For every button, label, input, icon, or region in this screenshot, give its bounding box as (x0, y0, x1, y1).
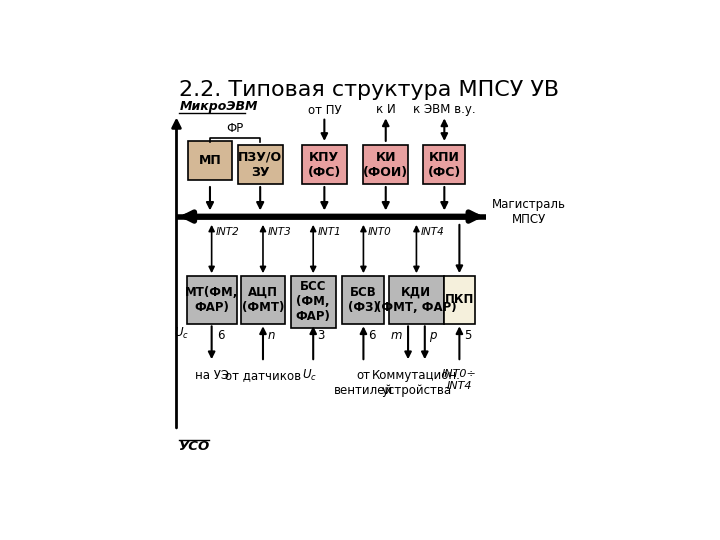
Text: МикроЭВМ: МикроЭВМ (179, 99, 258, 113)
Text: Магистраль
МПСУ: Магистраль МПСУ (492, 198, 566, 226)
Text: Коммутацион.
устройства: Коммутацион. устройства (372, 369, 461, 397)
Text: от датчиков: от датчиков (225, 369, 301, 382)
Text: БСВ
(ФЗ): БСВ (ФЗ) (348, 286, 379, 314)
Text: на УЭ: на УЭ (194, 369, 229, 382)
Text: МП: МП (199, 154, 221, 167)
FancyBboxPatch shape (238, 145, 282, 184)
Text: $U_c$: $U_c$ (174, 326, 189, 341)
FancyBboxPatch shape (343, 276, 384, 323)
Text: от ПУ: от ПУ (307, 104, 341, 117)
Text: БСС
(ФМ,
ФАР): БСС (ФМ, ФАР) (296, 280, 330, 323)
Text: 6: 6 (217, 328, 224, 342)
Text: ПКП: ПКП (445, 293, 474, 306)
Text: КИ
(ФОИ): КИ (ФОИ) (363, 151, 408, 179)
Text: INT0: INT0 (368, 227, 392, 238)
Text: ПЗУ/О
ЗУ: ПЗУ/О ЗУ (238, 151, 282, 179)
Text: n: n (267, 328, 275, 342)
Text: INT3: INT3 (267, 227, 291, 238)
FancyBboxPatch shape (188, 141, 233, 180)
Text: INT4: INT4 (421, 227, 445, 238)
FancyBboxPatch shape (186, 276, 237, 323)
Text: к И: к И (376, 103, 395, 116)
Text: АЦП
(ФМТ): АЦП (ФМТ) (242, 286, 284, 314)
FancyBboxPatch shape (240, 276, 285, 323)
FancyBboxPatch shape (389, 276, 444, 323)
Text: p: p (429, 329, 437, 342)
Text: КПУ
(ФС): КПУ (ФС) (307, 151, 341, 179)
Text: МТ(ФМ,
ФАР): МТ(ФМ, ФАР) (185, 286, 238, 314)
Text: ФР: ФР (227, 122, 243, 134)
Text: от
вентилей: от вентилей (334, 369, 393, 397)
Text: INT2: INT2 (216, 227, 240, 238)
Text: m: m (391, 329, 402, 342)
Text: 2.2. Типовая структура МПСУ УВ: 2.2. Типовая структура МПСУ УВ (179, 80, 559, 100)
FancyBboxPatch shape (291, 276, 336, 328)
FancyBboxPatch shape (364, 145, 408, 184)
FancyBboxPatch shape (302, 145, 347, 184)
Text: 3: 3 (318, 328, 325, 342)
Text: к ЭВМ в.у.: к ЭВМ в.у. (413, 103, 476, 116)
FancyBboxPatch shape (444, 276, 474, 323)
FancyBboxPatch shape (423, 145, 465, 184)
Text: КДИ
(ФМТ, ФАР): КДИ (ФМТ, ФАР) (376, 286, 456, 314)
Text: УСО: УСО (179, 440, 210, 453)
Text: КПИ
(ФС): КПИ (ФС) (428, 151, 461, 179)
Text: $U_c$: $U_c$ (302, 368, 317, 383)
Text: 6: 6 (368, 328, 375, 342)
Text: INT1: INT1 (318, 227, 341, 238)
Text: 5: 5 (464, 328, 471, 342)
Text: INT0÷
INT4: INT0÷ INT4 (442, 369, 477, 391)
